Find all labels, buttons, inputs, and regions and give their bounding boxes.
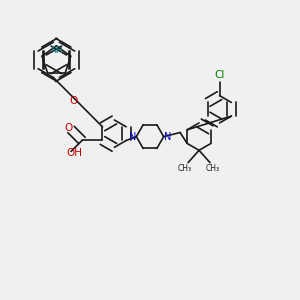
Text: O: O xyxy=(69,96,78,106)
Text: OH: OH xyxy=(67,148,82,158)
Text: N: N xyxy=(129,132,136,142)
Text: CH₃: CH₃ xyxy=(178,164,192,173)
Text: Cl: Cl xyxy=(214,70,225,80)
Text: NH: NH xyxy=(50,46,63,56)
Text: O: O xyxy=(64,123,72,133)
Text: CH₃: CH₃ xyxy=(206,164,220,173)
Text: N: N xyxy=(164,132,171,142)
